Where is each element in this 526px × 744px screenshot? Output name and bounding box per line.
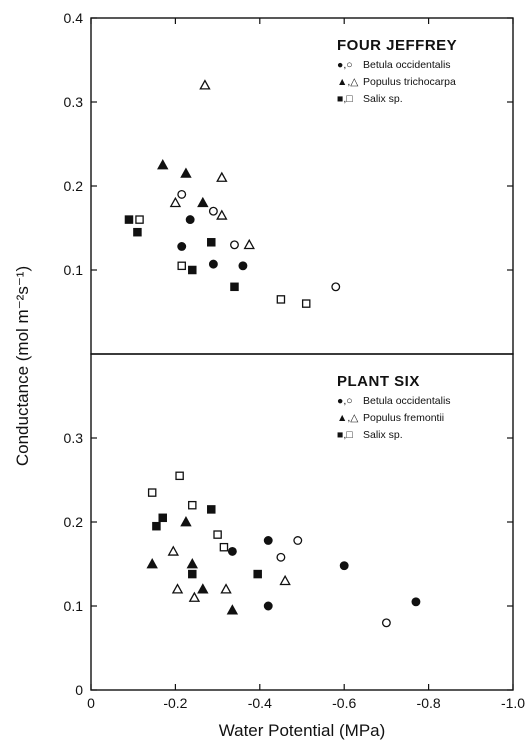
legend-symbols: ●,○ <box>337 395 353 407</box>
x-tick-label: -0.2 <box>163 695 187 711</box>
y-axis-title: Conductance (mol m⁻²s⁻¹) <box>13 266 32 466</box>
legend-label: Salix sp. <box>363 429 403 441</box>
axis-ticks <box>90 17 514 691</box>
x-tick-label: -1.0 <box>501 695 525 711</box>
y-tick-label: 0.4 <box>64 10 84 26</box>
data-point-circle <box>276 552 286 562</box>
data-point-square <box>276 295 286 304</box>
data-point-square <box>213 530 222 539</box>
data-point-triangle <box>216 209 228 220</box>
data-point-triangle <box>216 171 228 182</box>
y-tick-label: 0.2 <box>64 514 84 530</box>
data-point-triangle <box>197 583 209 594</box>
data-point-square <box>219 542 229 552</box>
legend-label: Populus trichocarpa <box>363 76 456 88</box>
data-point-triangle <box>220 583 232 594</box>
data-point-circle <box>263 601 273 611</box>
data-point-triangle <box>157 159 169 170</box>
x-tick-label: -0.8 <box>417 695 441 711</box>
data-point-circle <box>208 206 218 216</box>
legend-label: Betula occidentalis <box>363 59 451 71</box>
data-points <box>124 79 421 628</box>
data-point-square <box>158 513 167 523</box>
legend-label: Salix sp. <box>363 93 403 105</box>
data-point-square <box>207 238 216 247</box>
legend-symbols: ▲,△ <box>337 76 359 88</box>
legend-label: Populus fremontii <box>363 412 444 424</box>
legend-symbols: ●,○ <box>337 59 353 71</box>
data-point-square <box>253 569 262 579</box>
panel-title: PLANT SIX <box>337 373 420 390</box>
data-point-square <box>152 521 161 531</box>
data-point-circle <box>208 259 218 269</box>
panel-title: FOUR JEFFREY <box>337 37 457 54</box>
data-point-circle <box>263 536 273 545</box>
data-point-square <box>301 299 311 308</box>
data-point-square <box>175 471 184 481</box>
data-point-square <box>188 569 197 579</box>
data-point-circle <box>238 261 248 271</box>
legends: FOUR JEFFREY ●,○ Betula occidentalis ▲,△ Pop… <box>337 37 457 441</box>
data-point-circle <box>381 618 391 628</box>
data-point-square <box>188 265 197 275</box>
data-point-triangle <box>199 79 211 90</box>
data-point-triangle <box>180 167 192 178</box>
x-axis-title: Water Potential (MPa) <box>219 721 386 740</box>
data-point-square <box>124 215 134 224</box>
data-point-triangle <box>226 604 239 615</box>
legend-symbols: ■,□ <box>337 93 353 105</box>
data-point-square <box>207 505 216 514</box>
y-tick-label: 0 <box>75 682 83 698</box>
y-tick-label: 0.3 <box>64 430 84 446</box>
data-point-square <box>147 488 157 497</box>
legend-symbols: ▲,△ <box>337 412 359 424</box>
x-tick-label: -0.6 <box>332 695 356 711</box>
legend-label: Betula occidentalis <box>363 395 451 407</box>
legend-symbols: ■,□ <box>337 429 353 441</box>
data-point-triangle <box>197 196 209 208</box>
data-point-circle <box>227 546 237 556</box>
data-point-circle <box>185 215 195 225</box>
data-point-triangle <box>146 558 158 569</box>
data-point-circle <box>331 282 341 292</box>
data-point-triangle <box>167 545 179 556</box>
y-tick-label: 0.1 <box>64 262 84 278</box>
data-point-circle <box>177 189 187 199</box>
data-point-circle <box>339 561 349 571</box>
panel-frames <box>90 17 514 691</box>
data-point-square <box>133 227 142 237</box>
data-point-triangle <box>180 516 192 527</box>
data-point-circle <box>293 536 303 545</box>
data-point-triangle <box>169 196 182 208</box>
y-tick-label: 0.2 <box>64 178 84 194</box>
data-point-triangle <box>188 591 201 602</box>
x-tick-label: 0 <box>87 695 95 711</box>
data-point-triangle <box>243 238 255 250</box>
data-point-circle <box>230 240 239 250</box>
data-point-triangle <box>279 574 291 586</box>
x-tick-label: -0.4 <box>248 695 272 711</box>
data-point-square <box>135 215 144 224</box>
data-point-square <box>177 261 186 271</box>
data-point-circle <box>177 242 187 251</box>
y-tick-label: 0.1 <box>64 598 84 614</box>
data-point-triangle <box>186 558 198 569</box>
data-point-square <box>188 500 197 510</box>
tick-labels: 0 -0.2 -0.4 -0.6 -0.8 -1.0 0.1 0.2 0.3 0.4 0 0.1 0.2… <box>64 10 526 711</box>
data-point-circle <box>411 597 421 607</box>
data-point-square <box>230 282 239 292</box>
y-tick-label: 0.3 <box>64 94 84 110</box>
data-point-triangle <box>171 583 184 594</box>
